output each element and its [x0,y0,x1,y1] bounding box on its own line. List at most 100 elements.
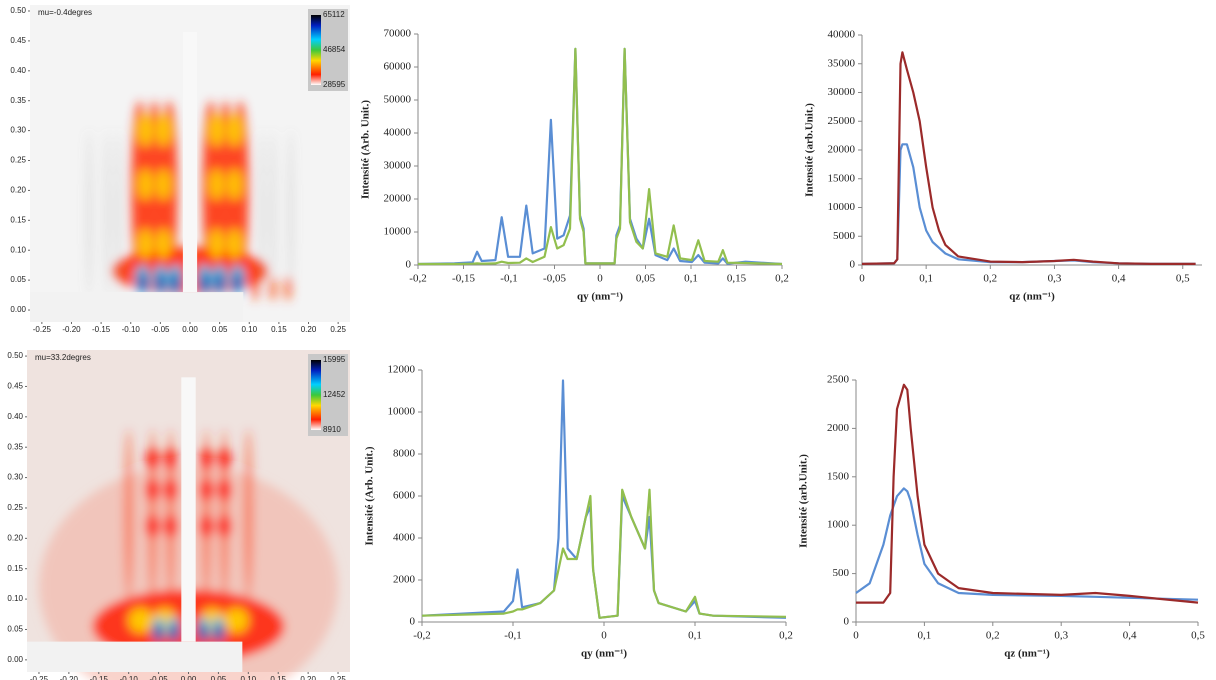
y-tick-label: 10000 [384,226,412,238]
x-tick-label: 0,3 [1054,630,1068,642]
colorbar [311,15,321,85]
x-axis-label: qz (nm⁻¹) [1004,648,1050,660]
beamstop [181,377,196,642]
y-axis-label: Intensité (arb.Unit.) [798,454,810,548]
y-tick-label: 0.25 [7,503,23,512]
x-tick-label: -0.05 [151,325,170,334]
horizon-mask [30,292,244,322]
x-tick-label: -0,1 [500,273,517,285]
y-tick-label: 0.25 [10,156,26,165]
x-tick-label: 0,2 [779,630,793,642]
x-tick-label: 0 [859,273,865,285]
x-tick-label: 0.25 [330,325,346,334]
colorbar-label: 46854 [323,45,346,54]
x-tick-label: 0,4 [1112,273,1126,285]
y-tick-label: 0.50 [10,6,26,15]
y-axis-label: Intensité (Arb. Unit.) [360,100,372,199]
x-tick-label: -0,05 [543,273,566,285]
x-tick-label: 0,2 [775,273,789,285]
x-tick-label: 0 [597,273,603,285]
x-tick-label: 0,5 [1191,630,1205,642]
y-tick-label: 10000 [388,406,416,418]
x-tick-label: 0,4 [1123,630,1137,642]
x-tick-label: -0.15 [92,325,111,334]
x-tick-label: 0,5 [1176,273,1190,285]
y-tick-label: 500 [833,567,850,579]
x-tick-label: -0.25 [33,325,52,334]
y-tick-label: 60000 [384,61,412,73]
colorbar-label: 8910 [323,425,341,434]
x-tick-label: 0.05 [211,675,227,680]
x-tick-label: -0.25 [30,675,49,680]
y-tick-label: 30000 [384,160,412,172]
series-line [861,143,1196,265]
y-tick-label: 70000 [384,28,412,40]
x-tick-label: -0.15 [90,675,109,680]
y-tick-label: 40000 [384,127,412,139]
horizon-mask [27,641,243,672]
y-tick-label: 1500 [827,470,850,482]
x-tick-label: 0,3 [1048,273,1062,285]
y-tick-label: 50000 [384,94,412,106]
y-axis-label: Intensité (Arb. Unit.) [364,446,376,545]
y-tick-label: 12000 [388,364,416,376]
x-tick-label: 0,15 [727,273,747,285]
x-tick-label: -0.10 [120,675,139,680]
series-line [855,487,1199,601]
beamstop [182,31,198,293]
y-tick-label: 2000 [827,422,850,434]
x-tick-label: -0.20 [62,325,81,334]
y-tick-label: 0.35 [7,442,23,451]
x-tick-label: 0.10 [241,675,257,680]
y-tick-label: 0.30 [10,126,26,135]
x-tick-label: 0.15 [270,675,286,680]
y-tick-label: 35000 [828,57,856,69]
x-tick-label: 0.00 [181,675,197,680]
y-tick-label: 0.50 [7,351,23,360]
x-tick-label: 0 [853,630,859,642]
x-tick-label: 0,1 [684,273,698,285]
colorbar-label: 12452 [323,390,346,399]
y-tick-label: 0.05 [7,625,23,634]
y-tick-label: 0.00 [7,655,23,664]
x-tick-label: 0.20 [301,325,317,334]
annotation: mu=33.2degres [35,353,91,362]
y-tick-label: 0 [410,616,416,628]
y-tick-label: 30000 [828,86,856,98]
x-tick-label: -0.05 [149,675,168,680]
x-tick-label: -0.10 [122,325,141,334]
x-tick-label: -0,2 [409,273,426,285]
colorbar-label: 15995 [323,355,346,364]
y-tick-label: 5000 [833,230,856,242]
y-tick-label: 0.35 [10,96,26,105]
y-tick-label: 4000 [393,532,416,544]
y-tick-label: 0.00 [10,305,26,314]
y-tick-label: 8000 [393,448,416,460]
y-tick-label: 0 [406,259,412,271]
y-tick-label: 0.15 [7,564,23,573]
heatmap-image [86,100,294,302]
y-tick-label: 0.10 [10,245,26,254]
x-axis-label: qy (nm⁻¹) [577,291,623,303]
colorbar-label: 65112 [323,10,345,19]
y-tick-label: 0.30 [7,473,23,482]
heatmap-panel: mu=-0.4degres -0.25 -0.20 -0.15 -0.10 -0.05 0.… [10,5,350,334]
y-tick-label: 15000 [828,172,856,184]
x-tick-label: 0,1 [919,273,933,285]
y-tick-label: 0.10 [7,594,23,603]
x-tick-label: 0.25 [330,675,346,680]
line-chart: 0 500 1000 1500 2000 2500 0 0,1 0,2 0,3 0,4 0,5 qz (… [798,374,1206,660]
y-tick-label: 0.20 [10,186,26,195]
y-tick-label: 2500 [827,374,850,386]
y-tick-label: 1000 [827,519,850,531]
x-tick-label: 0.10 [241,325,257,334]
y-tick-label: 2000 [393,574,416,586]
colorbar-label: 28595 [323,80,346,89]
y-tick-label: 0.15 [10,215,26,224]
series-line [417,47,783,266]
y-tick-label: 0.20 [7,533,23,542]
x-tick-label: 0 [601,630,607,642]
y-tick-label: 10000 [828,201,856,213]
y-tick-label: 40000 [828,29,856,41]
